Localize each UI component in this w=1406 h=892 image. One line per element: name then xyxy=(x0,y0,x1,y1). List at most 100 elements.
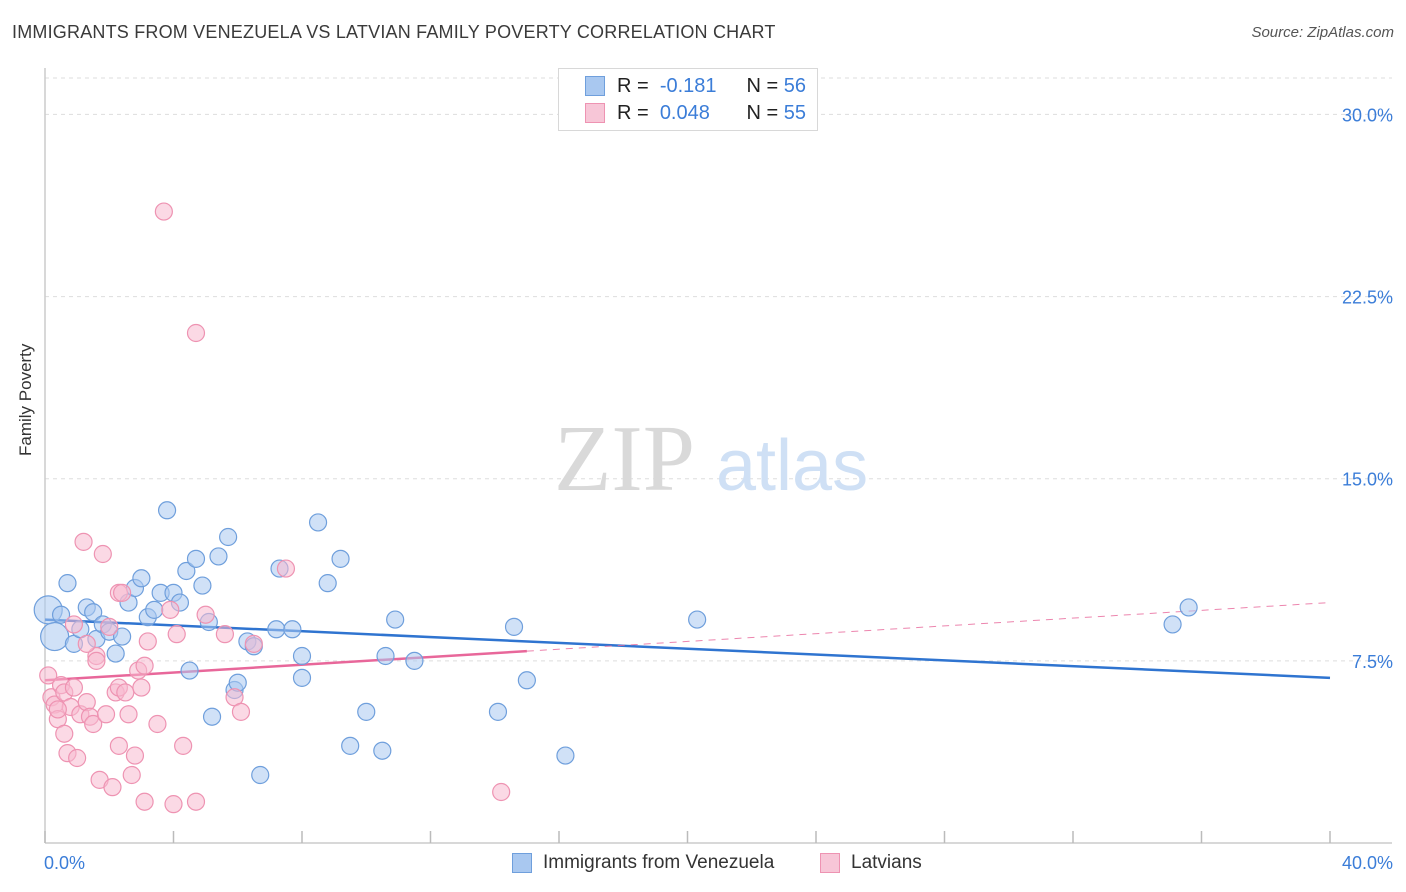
venezuela-point xyxy=(58,574,77,593)
y-tick-label: 15.0% xyxy=(1342,470,1393,490)
venezuela-point xyxy=(106,644,125,663)
legend-row-venezuela: R = -0.181 N = 56 xyxy=(585,74,806,98)
latvian-point xyxy=(135,656,154,675)
legend-label-latvians: Latvians xyxy=(851,852,922,873)
watermark-zip: ZIP xyxy=(554,407,695,511)
latvian-point xyxy=(84,714,103,734)
latvian-point xyxy=(186,323,206,343)
venezuela-point xyxy=(376,646,395,666)
latvian-point xyxy=(64,678,84,697)
venezuela-point xyxy=(251,765,270,785)
venezuela-point xyxy=(40,621,70,652)
venezuela-point xyxy=(318,574,337,593)
legend-n-value: 56 xyxy=(783,74,806,97)
venezuela-point xyxy=(1179,598,1198,617)
venezuela-point xyxy=(145,600,164,619)
latvian-point xyxy=(48,700,67,719)
watermark-atlas: atlas xyxy=(716,426,868,506)
bottom-legend-latvians: Latvians xyxy=(820,852,922,874)
latvian-point xyxy=(77,634,96,653)
latvian-point xyxy=(174,736,193,755)
latvian-point xyxy=(109,736,128,755)
legend-n-label: N = xyxy=(746,101,779,124)
latvian-point xyxy=(138,632,157,651)
venezuela-point xyxy=(186,549,206,568)
chart-title: IMMIGRANTS FROM VENEZUELA VS LATVIAN FAM… xyxy=(12,22,776,42)
latvian-point xyxy=(196,605,215,624)
venezuela-point xyxy=(219,527,238,547)
latvian-point xyxy=(116,683,135,702)
latvian-point xyxy=(244,634,263,653)
venezuela-point xyxy=(405,651,424,670)
venezuela-point xyxy=(556,746,575,765)
latvian-point xyxy=(492,782,511,802)
source-label: Source: ZipAtlas.com xyxy=(1251,24,1394,41)
legend-r-value: -0.181 xyxy=(659,74,717,97)
latvian-point xyxy=(93,544,112,564)
venezuela-point xyxy=(84,603,103,622)
venezuela-point xyxy=(292,646,312,666)
venezuela-point xyxy=(267,620,286,639)
latvian-point xyxy=(87,651,106,670)
latvian-point xyxy=(64,615,84,634)
venezuela-point xyxy=(177,561,196,581)
venezuela-point xyxy=(180,661,199,680)
legend-label-venezuela: Immigrants from Venezuela xyxy=(543,852,775,873)
latvian-point xyxy=(68,748,87,768)
y-axis-label: Family Poverty xyxy=(16,343,35,456)
legend-n-label: N = xyxy=(746,74,779,97)
legend-r-label: R = xyxy=(617,101,649,124)
latvian-point xyxy=(103,778,122,797)
latvian-point xyxy=(39,666,58,685)
y-tick-label: 30.0% xyxy=(1342,105,1393,125)
legend-row-latvians: R = 0.048 N = 55 xyxy=(585,101,806,125)
latvian-point xyxy=(148,714,167,734)
grid xyxy=(45,77,1392,662)
venezuela-point xyxy=(308,513,328,532)
venezuela-point xyxy=(1163,615,1182,634)
venezuela-point xyxy=(132,569,151,588)
latvian-point xyxy=(231,702,251,721)
venezuela-point xyxy=(157,501,177,520)
legend-swatch-pink xyxy=(820,853,840,873)
venezuela-point xyxy=(386,610,405,629)
latvian-point xyxy=(167,625,186,644)
venezuela-point xyxy=(357,702,376,721)
latvian-trend-line xyxy=(44,649,527,682)
latvian-point xyxy=(186,792,206,811)
venezuela-point xyxy=(517,671,536,690)
venezuela-point xyxy=(504,617,524,636)
latvian-point xyxy=(154,202,173,221)
legend-swatch-pink xyxy=(585,103,605,123)
venezuela-point xyxy=(341,736,360,755)
latvian-point xyxy=(276,559,296,578)
venezuela-point xyxy=(209,547,228,566)
venezuela-point xyxy=(488,702,508,721)
data-points xyxy=(33,202,1198,814)
trend-lines xyxy=(44,602,1331,682)
venezuela-point xyxy=(283,620,302,639)
latvian-trend-extension xyxy=(526,602,1331,652)
y-tick-label: 22.5% xyxy=(1342,288,1393,308)
latvian-point xyxy=(119,705,138,724)
venezuela-trend-line xyxy=(44,618,1331,680)
y-tick-label: 7.5% xyxy=(1352,652,1393,672)
x-tick-label: 40.0% xyxy=(1342,853,1393,873)
latvian-point xyxy=(74,532,93,551)
latvian-point xyxy=(100,617,119,636)
legend-r-label: R = xyxy=(617,74,649,97)
latvian-point xyxy=(112,583,132,602)
latvian-point xyxy=(164,795,183,814)
latvian-point xyxy=(215,625,234,644)
venezuela-point xyxy=(331,549,350,568)
latvian-point xyxy=(122,765,141,785)
axes xyxy=(44,68,1392,844)
latvian-point xyxy=(161,600,180,619)
venezuela-point xyxy=(112,627,132,646)
latvian-point xyxy=(55,724,74,743)
venezuela-point xyxy=(51,605,71,624)
venezuela-point xyxy=(688,610,707,629)
venezuela-point xyxy=(193,576,212,595)
legend-swatch-blue xyxy=(512,853,532,873)
